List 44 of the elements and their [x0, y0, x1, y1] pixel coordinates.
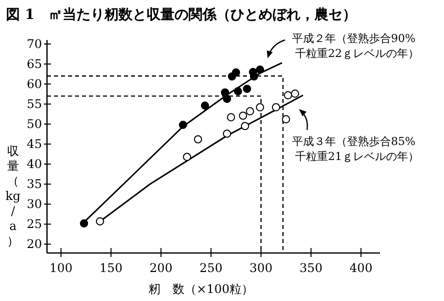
point	[182, 152, 192, 162]
point	[240, 122, 250, 130]
y-tick-label: 35	[26, 177, 42, 192]
y-tick-label: 60	[26, 77, 42, 92]
point	[282, 115, 290, 124]
x-tick-label: 300	[250, 261, 272, 275]
point	[246, 107, 254, 116]
point	[234, 87, 242, 96]
point	[272, 103, 280, 112]
y-axis-title: 収量（kg/a）	[6, 144, 21, 248]
point	[194, 135, 202, 144]
chart-title: 図 1 ㎡当たり籾数と収量の関係（ひとめぼれ，農セ）	[6, 7, 357, 23]
y-tick-label: 50	[26, 117, 42, 132]
x-tick-label: 250	[200, 261, 222, 275]
x-tick-label: 350	[300, 261, 322, 275]
point	[222, 94, 232, 103]
annotation: 平成３年（登熟歩合85% 千粒重21ｇレベルの年）	[292, 135, 419, 163]
y-tick-label: 45	[26, 137, 42, 152]
point	[200, 102, 210, 110]
y-tick-label: 55	[26, 97, 42, 112]
y-tick-label: 20	[26, 237, 42, 252]
x-axis-title: 籾 数（×100粒）	[148, 282, 254, 296]
point	[284, 91, 292, 100]
annotation: 平成２年（登熟歩合90% 千粒重22ｇレベルの年）	[292, 32, 419, 60]
y-tick-label: 25	[26, 217, 42, 232]
point	[222, 130, 232, 138]
point	[80, 219, 88, 228]
point	[256, 103, 264, 112]
y-tick-label: 70	[26, 37, 42, 52]
x-tick-label: 400	[350, 261, 372, 275]
point	[238, 112, 248, 120]
x-tick-label: 150	[100, 261, 122, 275]
y-tick-label: 65	[26, 57, 42, 72]
y-tick-label: 40	[26, 157, 42, 172]
point	[96, 217, 104, 226]
point	[290, 90, 300, 98]
y-tick-label: 30	[26, 197, 42, 212]
point	[242, 84, 252, 93]
x-tick-label: 200	[150, 261, 172, 275]
point	[226, 113, 236, 122]
x-tick-label: 100	[50, 261, 72, 275]
point	[256, 66, 264, 74]
point	[250, 72, 258, 81]
point	[178, 120, 188, 129]
